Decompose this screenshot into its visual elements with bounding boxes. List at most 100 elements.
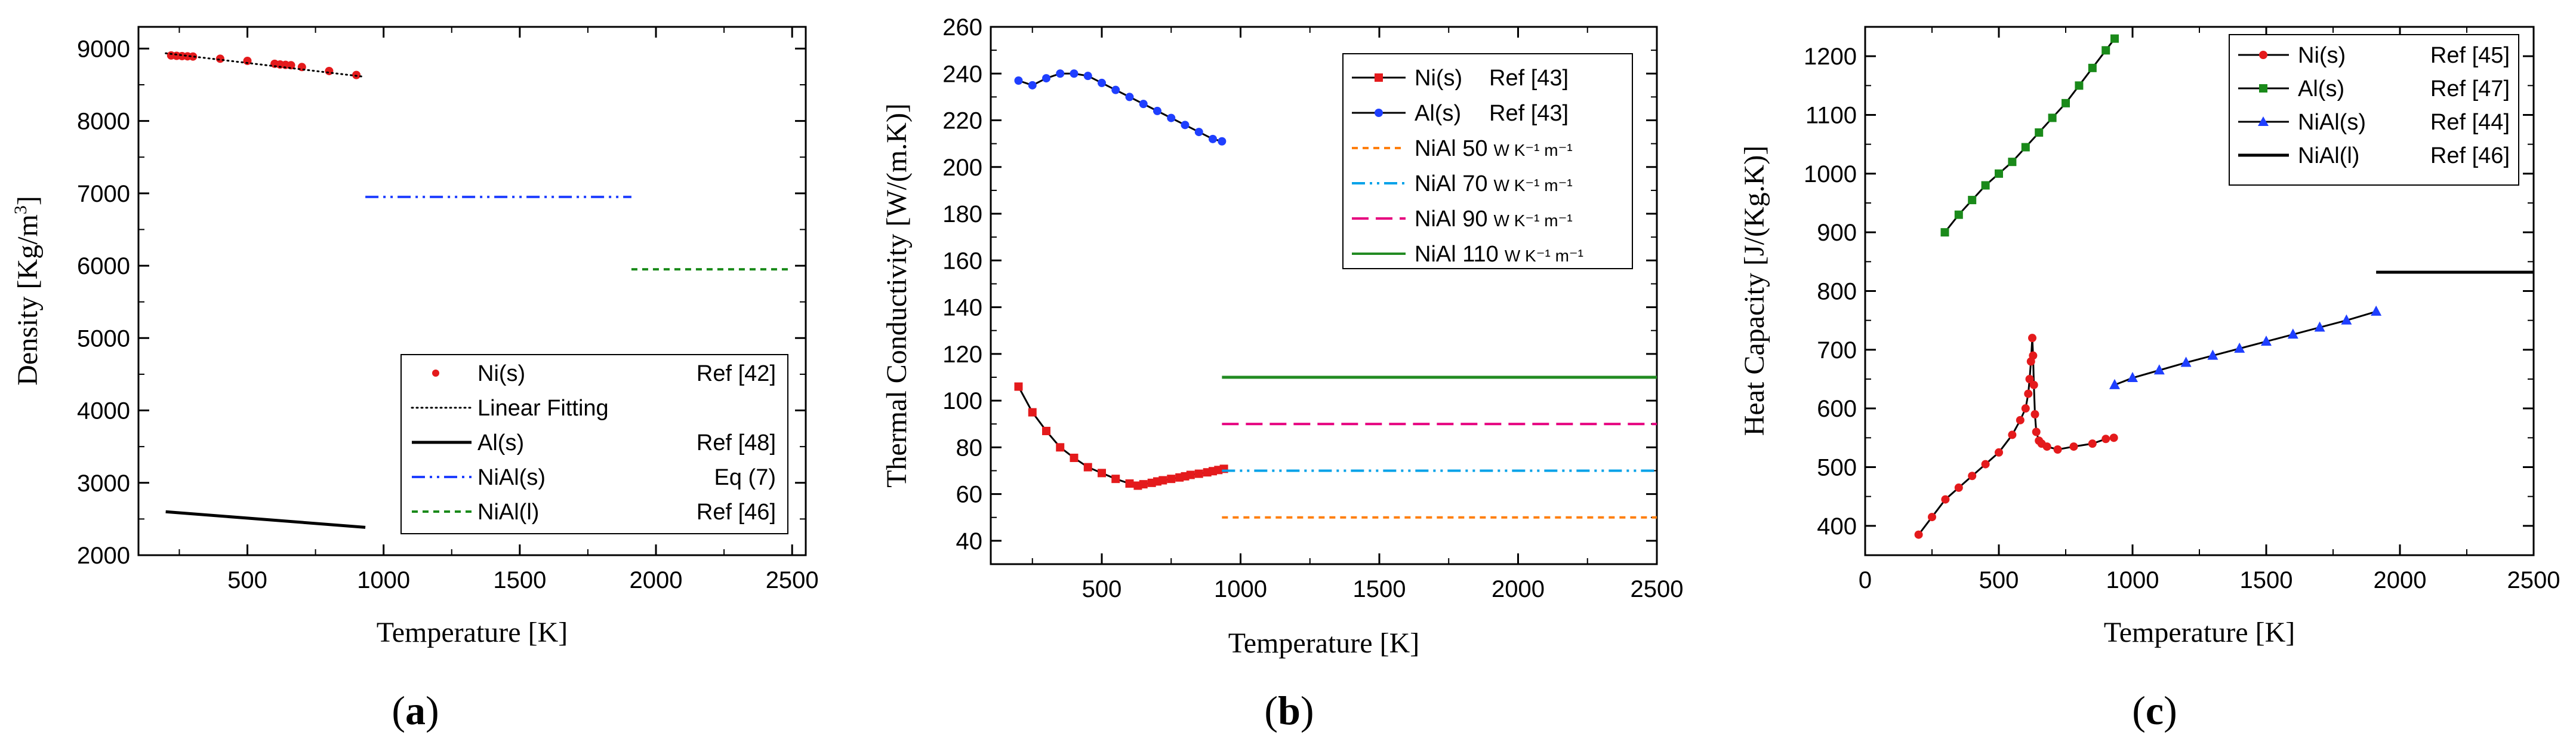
data-point-ni-s [2025, 375, 2034, 383]
y-tick-label: 500 [1817, 455, 1857, 481]
legend-ref-al: Ref [47] [2430, 76, 2510, 101]
legend: Ni(s) Ref [45] Al(s) Ref [47] NiAl(s) Re… [2229, 34, 2519, 186]
data-point-ni-s [2029, 351, 2038, 360]
x-tick-label: 2500 [2507, 567, 2560, 593]
data-point-al-s [1954, 210, 1963, 219]
data-point-ni-s [2024, 389, 2033, 398]
data-point-nial-s [2234, 342, 2245, 353]
data-point-ni-s [2042, 442, 2051, 451]
legend-ref-nial-s: Ref [44] [2430, 110, 2510, 135]
legend-label-nial-70: NiAl 70 W K⁻¹ m⁻¹ [1415, 171, 1573, 196]
y-axis-title: Heat Capacity [J/(Kg.K)] [1739, 146, 1770, 436]
series-line-linear-fitting [165, 52, 366, 78]
data-point-al-s [2088, 63, 2097, 72]
y-tick-label: 2000 [77, 543, 130, 569]
legend-unit-nial-50: W K⁻¹ m⁻¹ [1494, 141, 1573, 159]
data-point-ni-s [1070, 453, 1079, 462]
panel-label-c-close: ) [2164, 688, 2177, 733]
data-point-ni-s [1968, 472, 1977, 481]
y-tick-label: 3000 [77, 470, 130, 497]
panel-c-chart: 0 500 1000 1500 2000 2500 400 500 600 700 800 900 10… [1739, 26, 2560, 733]
legend-name-nial-70: NiAl 70 [1415, 171, 1488, 196]
x-axis-title: Temperature [K] [2104, 617, 2295, 648]
panel-label-a-letter: a [405, 688, 426, 733]
legend-ref-ni: Ref [45] [2430, 43, 2510, 68]
x-tick-label: 2000 [1492, 576, 1545, 602]
plot-area [137, 26, 807, 556]
y-tick-label: 140 [942, 295, 982, 321]
data-point-ni-s [2069, 442, 2078, 451]
tick-marks [138, 27, 806, 556]
legend-label-ni: Ni(s) [477, 361, 525, 386]
data-point-ni-s [2109, 433, 2118, 442]
data-point-al-s [2102, 46, 2110, 55]
data-point-nial-s [2153, 364, 2165, 375]
data-point-ni-s [1941, 495, 1950, 504]
series-layer [165, 51, 793, 529]
data-point-ni-s [2029, 380, 2038, 389]
data-point-al-s [2062, 98, 2070, 107]
data-point-ni-s [2008, 430, 2017, 439]
data-point-ni-s [1028, 408, 1037, 417]
x-tick-label: 500 [227, 567, 267, 593]
y-tick-label: 200 [942, 155, 982, 181]
plot-area [990, 26, 1658, 565]
y-tick-label: 160 [942, 248, 982, 274]
data-point-al-s [1028, 81, 1037, 90]
series-line-al-s [1018, 72, 1222, 143]
panel-a-chart: 500 1000 1500 2000 2500 2000 3000 4000 5000 6000 7… [11, 26, 819, 733]
y-axis-title-main: Density [Kg/m [12, 214, 44, 386]
legend-ref-nial-l: Ref [46] [2430, 143, 2510, 168]
data-point-ni-s [1158, 476, 1167, 485]
y-tick-label: 7000 [77, 181, 130, 207]
data-point-ni-s [2032, 427, 2041, 436]
y-tick-label: 240 [942, 61, 982, 87]
legend-unit-nial-70: W K⁻¹ m⁻¹ [1494, 176, 1573, 195]
data-point-ni-s [215, 54, 224, 63]
data-point-ni-s [2030, 410, 2039, 418]
data-point-nial-s [2207, 349, 2218, 360]
legend-label-ni: Ni(s) [1415, 66, 1462, 91]
legend-label-nial-50: NiAl 50 W K⁻¹ m⁻¹ [1415, 136, 1573, 161]
data-point-al-s [1968, 196, 1977, 205]
x-axis-title: Temperature [K] [1228, 627, 1419, 659]
legend-ref-nial-l: Ref [46] [697, 500, 776, 525]
data-point-al-s [1098, 78, 1106, 87]
legend-marker-al [1375, 109, 1383, 117]
legend-ref-nial-s: Eq (7) [714, 465, 776, 490]
data-point-al-s [1111, 85, 1120, 94]
data-point-ni-s [1186, 470, 1195, 479]
data-point-ni-s [1014, 382, 1023, 391]
legend-ref-al: Ref [43] [1489, 101, 1569, 126]
y-tick-label: 800 [1817, 279, 1857, 305]
y-tick-label: 8000 [77, 109, 130, 135]
y-axis-title-end: ] [12, 196, 44, 205]
y-tick-label: 900 [1817, 220, 1857, 246]
series-line-nial-s [2114, 310, 2377, 386]
legend-symbol-ni [432, 370, 439, 377]
x-tick-label: 1500 [493, 567, 546, 593]
panel-label-a: (a) [392, 688, 439, 733]
data-point-nial-s [2109, 378, 2120, 389]
y-tick-label: 400 [1817, 513, 1857, 540]
legend: Ni(s) Ref [42] Linear Fitting Al(s) Ref … [400, 354, 788, 534]
x-tick-label: 2000 [2374, 567, 2427, 593]
legend-label-al: Al(s) [2298, 76, 2344, 101]
x-tick-label: 2500 [1631, 576, 1684, 602]
y-tick-label: 260 [942, 14, 982, 41]
data-point-al-s [1218, 137, 1227, 146]
data-point-ni-s [1098, 469, 1106, 478]
tick-marks [1864, 27, 2535, 555]
data-point-al-s [2048, 113, 2057, 122]
y-tick-label: 220 [942, 108, 982, 134]
panel-label-b-close: ) [1301, 688, 1314, 733]
data-point-ni-s [2021, 404, 2030, 413]
y-tick-label: 120 [942, 341, 982, 368]
y-tick-label: 6000 [77, 253, 130, 279]
data-point-ni-s [2088, 439, 2097, 448]
series-layer [1014, 69, 1657, 519]
data-point-al-s [2008, 158, 2017, 167]
x-tick-label: 1000 [1214, 576, 1267, 602]
panel-label-a-open: ( [392, 688, 405, 733]
